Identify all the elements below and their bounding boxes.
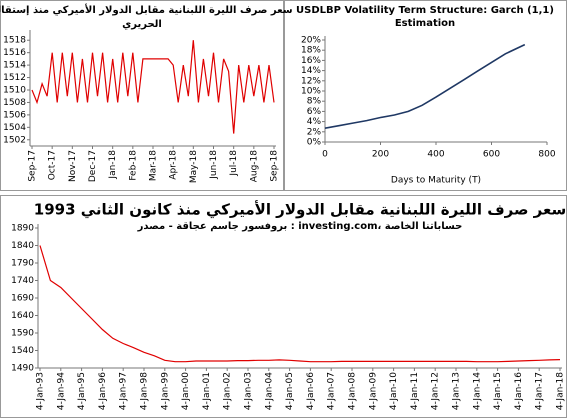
x-tick-label: Feb-18 xyxy=(128,150,138,181)
x-tick-label: Jan-18 xyxy=(108,150,118,180)
x-tick-label: 4-Jan-02 xyxy=(223,372,233,410)
y-tick-label: 1590 xyxy=(11,329,34,339)
y-tick-label: 1490 xyxy=(11,364,34,374)
y-tick-label: 10% xyxy=(301,87,321,97)
x-tick-label: 4-Jan-01 xyxy=(202,372,212,410)
y-tick-label: 1640 xyxy=(11,311,34,321)
x-tick-label: Aug-18 xyxy=(249,150,259,183)
x-tick-label: 4-Jan-94 xyxy=(56,372,66,410)
y-tick-label: 1540 xyxy=(11,346,34,356)
x-tick-label: 4-Jan-93 xyxy=(36,372,46,410)
x-tick-label: Jun-18 xyxy=(209,150,219,180)
y-tick-label: 1690 xyxy=(11,294,34,304)
y-tick-label: 1740 xyxy=(11,276,34,286)
y-tick-label: 8% xyxy=(307,97,322,107)
y-tick-label: 12% xyxy=(301,76,321,86)
x-tick-label: 4-Jan-14 xyxy=(472,372,482,410)
y-tick-label: 1514 xyxy=(3,61,26,71)
x-tick-label: 4-Jan-09 xyxy=(368,372,378,410)
x-tick-label: 4-Jan-16 xyxy=(514,372,524,410)
x-tick-label: Mar-18 xyxy=(149,150,159,181)
x-tick-label: 600 xyxy=(483,150,500,160)
y-tick-label: 1890 xyxy=(11,224,34,234)
x-tick-label: 4-Jan-13 xyxy=(452,372,462,410)
x-tick-label: Oct-17 xyxy=(48,150,58,180)
x-tick-label: May-18 xyxy=(189,150,199,183)
y-tick-label: 1516 xyxy=(3,48,26,58)
y-tick-label: 1840 xyxy=(11,241,34,251)
chart-title: سعر صرف الليرة اللبنانية مقابل الدولار ا… xyxy=(0,3,293,16)
x-tick-label: 4-Jan-06 xyxy=(306,372,316,410)
x-tick-label: 4-Jan-97 xyxy=(119,372,129,410)
y-tick-label: 18% xyxy=(301,46,321,56)
panel xyxy=(0,195,567,418)
x-tick-label: 4-Jan-95 xyxy=(77,372,87,410)
y-tick-label: 1790 xyxy=(11,259,34,269)
x-tick-label: 4-Jan-99 xyxy=(160,372,170,410)
x-tick-label: 4-Jan-07 xyxy=(327,372,337,410)
chart-subtitle: بروفسور جاسم عجاقة - مصدر : investing.co… xyxy=(137,221,463,232)
x-tick-label: Dec-17 xyxy=(88,150,98,182)
x-tick-label: Nov-17 xyxy=(68,150,78,182)
y-tick-label: 1506 xyxy=(3,110,26,120)
x-tick-label: Jul-18 xyxy=(229,150,239,177)
y-tick-label: 1508 xyxy=(3,98,26,108)
x-tick-label: 4-Jan-00 xyxy=(181,372,191,410)
x-tick-label: 4-Jan-03 xyxy=(244,372,254,410)
x-tick-label: 400 xyxy=(427,150,444,160)
x-tick-label: 4-Jan-15 xyxy=(493,372,503,410)
data-line xyxy=(31,40,275,134)
x-tick-label: Sep-18 xyxy=(270,150,280,182)
y-tick-label: 6% xyxy=(307,107,322,117)
x-tick-label: 4-Jan-05 xyxy=(285,372,295,410)
y-tick-label: 1504 xyxy=(3,123,26,133)
x-axis-label: Days to Maturity (T) xyxy=(391,176,481,186)
chart-title: الحريري xyxy=(122,19,162,30)
x-tick-label: 4-Jan-10 xyxy=(389,372,399,410)
x-tick-label: 800 xyxy=(538,150,555,160)
y-tick-label: 14% xyxy=(301,66,321,76)
x-tick-label: 4-Jan-96 xyxy=(98,372,108,410)
x-tick-label: 4-Jan-98 xyxy=(140,372,150,410)
y-tick-label: 1510 xyxy=(3,86,26,96)
x-tick-label: 4-Jan-08 xyxy=(348,372,358,410)
chart-title: Estimation xyxy=(395,18,455,29)
data-line xyxy=(324,43,526,129)
panel xyxy=(284,0,567,191)
x-tick-label: 4-Jan-11 xyxy=(410,372,420,410)
x-tick-label: 4-Jan-17 xyxy=(535,372,545,410)
y-tick-label: 0% xyxy=(307,138,322,148)
x-tick-label: Apr-18 xyxy=(169,150,179,180)
y-tick-label: 20% xyxy=(301,36,321,46)
y-tick-label: 4% xyxy=(307,117,322,127)
x-tick-label: 4-Jan-04 xyxy=(264,372,274,410)
x-tick-label: 4-Jan-12 xyxy=(431,372,441,410)
chart-title: USDLBP Volatility Term Structure: Garch … xyxy=(296,5,554,16)
y-tick-label: 16% xyxy=(301,56,321,66)
x-tick-label: 0 xyxy=(322,150,328,160)
x-tick-label: 4-Jan-18 xyxy=(556,372,566,410)
data-line xyxy=(39,245,561,363)
x-tick-label: 200 xyxy=(372,150,389,160)
y-tick-label: 1518 xyxy=(3,36,26,46)
chart-title: سعر صرف الليرة اللبنانية مقابل الدولار ا… xyxy=(34,201,566,219)
x-tick-label: Sep-17 xyxy=(28,150,38,182)
y-tick-label: 2% xyxy=(307,127,322,137)
y-tick-label: 1512 xyxy=(3,73,26,83)
y-tick-label: 1502 xyxy=(3,135,26,145)
